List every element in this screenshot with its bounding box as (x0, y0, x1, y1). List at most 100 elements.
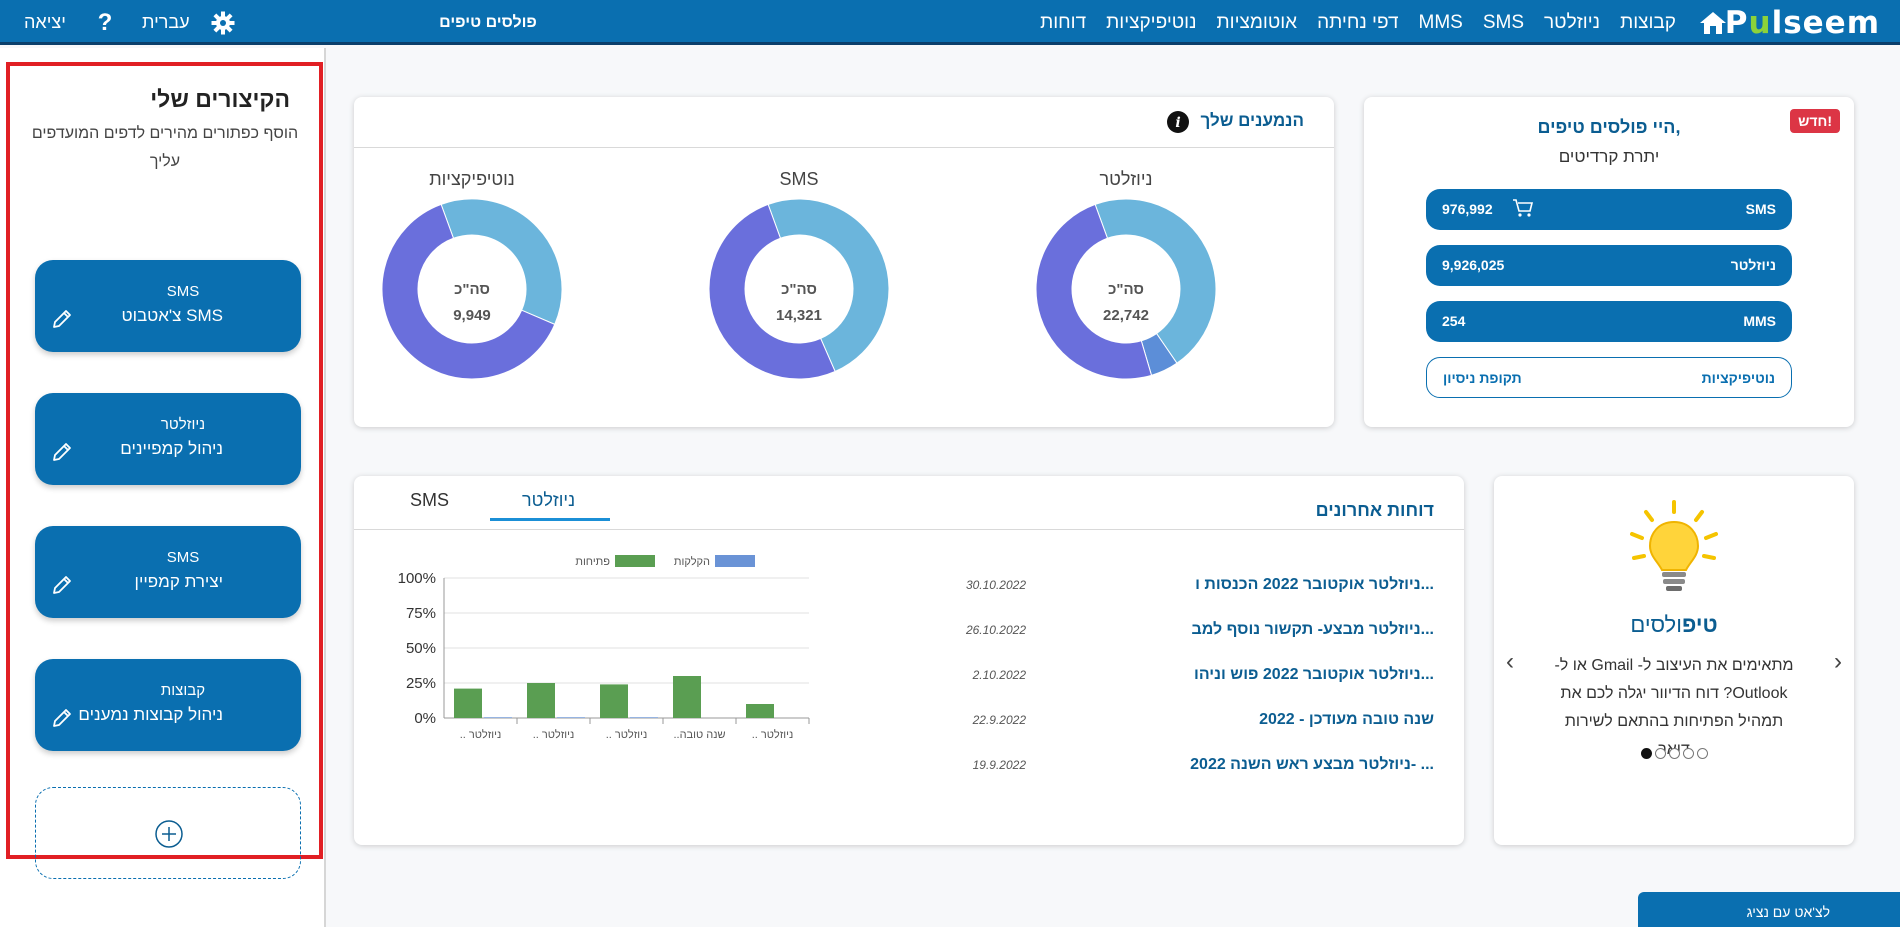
logout-button[interactable]: יציאה (24, 12, 66, 32)
shortcut-label: ניהול קבוצות נמענים (78, 705, 223, 724)
credits-balance-label: יתרת קרדיטים (1558, 147, 1660, 166)
x-tick-label: ניוזלטר .. (533, 728, 575, 741)
help-icon[interactable]: ? (97, 8, 113, 36)
shortcut-label: צ'אטבוט SMS (121, 306, 223, 325)
x-tick-label: ניוזלטר .. (606, 728, 648, 741)
shortcuts-title: הקיצורים שלי (150, 86, 290, 112)
report-name[interactable]: ניוזלטר מבצע ראש השנה 2022- ... (1190, 756, 1434, 773)
credits-card: חדש! היי פולסים טיפים, יתרת קרדיטים SMS 9… (1364, 97, 1854, 427)
donut-total-value: 14,321 (776, 307, 822, 324)
report-row[interactable]: ניוזלטר מבצע- תקשור נוסף למב... 26.10.202… (966, 621, 1435, 645)
add-shortcut-button[interactable] (35, 787, 301, 879)
info-icon[interactable]: i (1166, 110, 1190, 134)
bar-opens[interactable] (600, 684, 628, 718)
nav-item-1[interactable]: ניוזלטר (1544, 11, 1601, 33)
credit-value: 9,926,025 (1442, 257, 1505, 273)
report-name[interactable]: ניוזלטר מבצע- תקשור נוסף למב... (1191, 621, 1435, 638)
y-tick-label: 100% (398, 570, 436, 587)
shortcut-category: ניוזלטר (160, 416, 206, 433)
donut-chart (1036, 199, 1216, 379)
legend-swatch (715, 555, 755, 567)
bar-opens[interactable] (673, 676, 701, 718)
report-row[interactable]: ניוזלטר אוקטובר 2022 פוש וניהו... 2.10.20… (973, 666, 1434, 690)
report-date: 2.10.2022 (972, 668, 1026, 682)
report-date: 30.10.2022 (965, 578, 1026, 592)
pencil-icon[interactable] (51, 707, 73, 729)
donut-slice (709, 203, 836, 379)
shortcut-label: ניהול קמפיינים (120, 439, 223, 458)
nav-item-4[interactable]: דפי נחיתה (1317, 11, 1399, 33)
nav-item-2[interactable]: SMS (1482, 11, 1525, 33)
report-row[interactable]: ניוזלטר אוקטובר 2022 הכנסות ו... 30.10.20… (966, 576, 1434, 600)
credit-row[interactable]: נוטיפיקציות תקופת ניסיון (1426, 357, 1792, 398)
y-tick-label: 25% (406, 675, 436, 692)
shortcut-button[interactable]: קבוצות ניהול קבוצות נמענים (35, 659, 301, 751)
shortcut-button[interactable]: SMS יצירת קמפיין (35, 526, 301, 618)
lightbulb-icon (1630, 500, 1718, 591)
credit-value: תקופת ניסיון (1443, 370, 1522, 386)
report-name[interactable]: ניוזלטר אוקטובר 2022 הכנסות ו... (1195, 576, 1434, 593)
chevron-left-icon[interactable]: ‹ (1506, 648, 1514, 675)
carousel-dot[interactable] (1655, 748, 1666, 759)
tab-newsletter[interactable]: ניוזלטר (522, 490, 576, 510)
bar-clicks[interactable] (557, 717, 585, 718)
nav-item-3[interactable]: MMS (1418, 11, 1463, 33)
chat-with-agent-button[interactable]: לצ'אט עם נציג (1638, 892, 1900, 927)
pencil-icon[interactable] (51, 574, 73, 596)
credit-channel: SMS (1745, 201, 1776, 217)
home-icon[interactable] (1696, 0, 1730, 45)
nav-item-0[interactable]: קבוצות (1620, 11, 1676, 33)
x-tick-label: שנה טובה.. (673, 729, 725, 741)
report-row[interactable]: ניוזלטר מבצע ראש השנה 2022- ... 19.9.2022 (973, 756, 1434, 780)
carousel-dot[interactable] (1641, 748, 1652, 759)
carousel-dot[interactable] (1683, 748, 1694, 759)
shortcut-category: SMS (166, 549, 200, 566)
bar-opens[interactable] (454, 688, 482, 718)
report-name[interactable]: שנה טובה מעודכן - 2022 (1259, 711, 1434, 728)
donut-slice (440, 199, 562, 326)
pulseem-logo[interactable]: Pulseem (1725, 0, 1880, 45)
donut-slice (1094, 199, 1216, 364)
account-name[interactable]: פולסים טיפים (439, 13, 537, 31)
tab-sms[interactable]: SMS (410, 490, 450, 510)
credit-row[interactable]: ניוזלטר 9,926,025 (1426, 245, 1792, 286)
report-row[interactable]: שנה טובה מעודכן - 2022 22.9.2022 (973, 711, 1434, 735)
shortcut-button[interactable]: ניוזלטר ניהול קמפיינים (35, 393, 301, 485)
gear-icon[interactable] (210, 0, 236, 45)
legend-label: הקלקות (674, 555, 710, 568)
shortcut-category: קבוצות (160, 682, 206, 699)
pencil-icon[interactable] (51, 308, 73, 330)
bar-opens[interactable] (527, 683, 555, 718)
chat-button-label: לצ'אט עם נציג (1746, 904, 1830, 920)
language-selector[interactable]: עברית (142, 12, 190, 32)
donut-total-label: סה"כ (454, 281, 490, 298)
chevron-right-icon[interactable]: › (1834, 648, 1842, 675)
tips-card: טיפולסים מתאימים את העיצוב ל- Gmail או ל… (1494, 476, 1854, 845)
subscribers-card: הנמענים שלך i ניוזלטר סה"כ 22,742 SMS סה"כ 14… (354, 97, 1334, 427)
nav-item-7[interactable]: דוחות (1040, 11, 1087, 33)
donut-slice (767, 199, 889, 373)
nav-item-6[interactable]: נוטיפיקציות (1106, 11, 1197, 33)
shortcuts-subtitle: הוסף כפתורים מהירים לדפים המועדפים עליך (31, 125, 299, 170)
main-nav: קבוצות ניוזלטר SMS MMS דפי נחיתה אוטומציות נוט… (1030, 0, 1686, 45)
cart-icon[interactable] (1512, 198, 1534, 218)
tips-title: טיפולסים (1630, 612, 1718, 637)
nav-item-5[interactable]: אוטומציות (1216, 11, 1298, 33)
report-name[interactable]: ניוזלטר אוקטובר 2022 פוש וניהו... (1193, 666, 1434, 683)
bar-clicks[interactable] (484, 717, 512, 718)
report-date: 19.9.2022 (972, 758, 1026, 772)
bar-clicks[interactable] (630, 717, 658, 718)
donut-slice (1036, 203, 1153, 379)
donut-total-value: 9,949 (453, 307, 491, 324)
pencil-icon[interactable] (51, 441, 73, 463)
top-navbar: Pulseem קבוצות ניוזלטר SMS MMS דפי נחיתה אוטו… (0, 0, 1900, 45)
bar-opens[interactable] (746, 704, 774, 718)
svg-text:i: i (1175, 115, 1180, 131)
credit-row[interactable]: MMS 254 (1426, 301, 1792, 342)
carousel-dot[interactable] (1697, 748, 1708, 759)
legend-label: פתיחות (575, 556, 610, 568)
credit-row[interactable]: SMS 976,992 (1426, 189, 1792, 230)
shortcuts-sidebar: הקיצורים שלי הוסף כפתורים מהירים לדפים ה… (0, 48, 326, 927)
carousel-dot[interactable] (1669, 748, 1680, 759)
shortcut-button[interactable]: SMS צ'אטבוט SMS (35, 260, 301, 352)
